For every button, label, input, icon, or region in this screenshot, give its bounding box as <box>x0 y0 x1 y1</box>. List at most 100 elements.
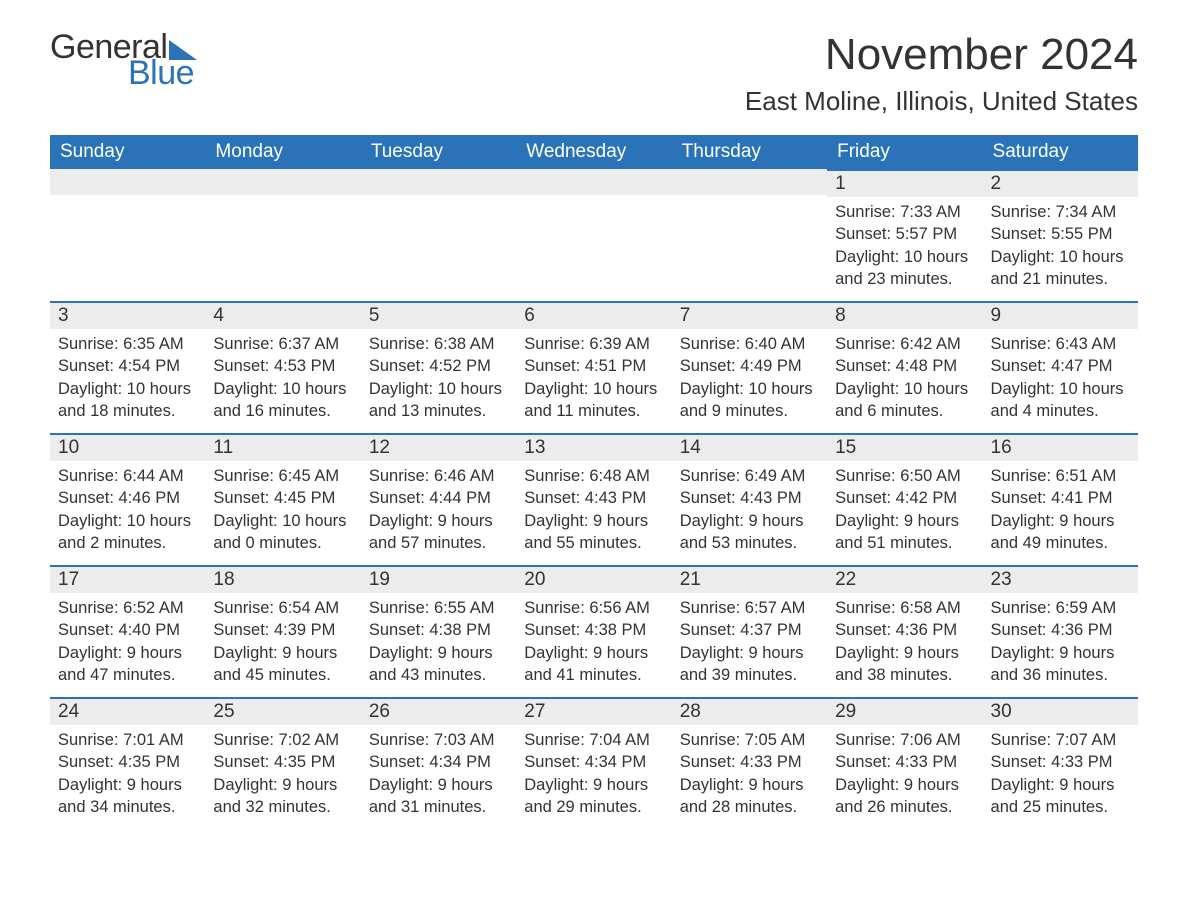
day-number: 30 <box>983 697 1138 725</box>
day-sunset: Sunset: 4:36 PM <box>835 619 974 641</box>
day-sunrise: Sunrise: 7:04 AM <box>524 729 663 751</box>
day-daylight: Daylight: 10 hours and 9 minutes. <box>680 378 819 423</box>
day-cell: 1Sunrise: 7:33 AMSunset: 5:57 PMDaylight… <box>827 169 982 301</box>
day-sunrise: Sunrise: 6:46 AM <box>369 465 508 487</box>
day-number: 28 <box>672 697 827 725</box>
calendar-body: 1Sunrise: 7:33 AMSunset: 5:57 PMDaylight… <box>50 169 1138 829</box>
day-cell: 17Sunrise: 6:52 AMSunset: 4:40 PMDayligh… <box>50 565 205 697</box>
weekday-header: Sunday <box>50 135 205 169</box>
day-sunrise: Sunrise: 6:56 AM <box>524 597 663 619</box>
day-sunrise: Sunrise: 6:51 AM <box>991 465 1130 487</box>
day-cell: 18Sunrise: 6:54 AMSunset: 4:39 PMDayligh… <box>205 565 360 697</box>
week-row: 3Sunrise: 6:35 AMSunset: 4:54 PMDaylight… <box>50 301 1138 433</box>
day-number: 22 <box>827 565 982 593</box>
weekday-header: Thursday <box>672 135 827 169</box>
day-daylight: Daylight: 9 hours and 36 minutes. <box>991 642 1130 687</box>
day-cell: 20Sunrise: 6:56 AMSunset: 4:38 PMDayligh… <box>516 565 671 697</box>
day-cell: 13Sunrise: 6:48 AMSunset: 4:43 PMDayligh… <box>516 433 671 565</box>
day-number: 19 <box>361 565 516 593</box>
day-sunrise: Sunrise: 6:52 AM <box>58 597 197 619</box>
day-daylight: Daylight: 9 hours and 43 minutes. <box>369 642 508 687</box>
day-number: 2 <box>983 169 1138 197</box>
day-sunset: Sunset: 4:37 PM <box>680 619 819 641</box>
day-sunrise: Sunrise: 6:43 AM <box>991 333 1130 355</box>
day-number: 13 <box>516 433 671 461</box>
day-cell: 12Sunrise: 6:46 AMSunset: 4:44 PMDayligh… <box>361 433 516 565</box>
day-sunrise: Sunrise: 6:50 AM <box>835 465 974 487</box>
week-row: 1Sunrise: 7:33 AMSunset: 5:57 PMDaylight… <box>50 169 1138 301</box>
day-daylight: Daylight: 10 hours and 21 minutes. <box>991 246 1130 291</box>
day-sunrise: Sunrise: 6:54 AM <box>213 597 352 619</box>
day-sunset: Sunset: 4:51 PM <box>524 355 663 377</box>
day-number: 8 <box>827 301 982 329</box>
day-cell <box>672 169 827 301</box>
day-daylight: Daylight: 10 hours and 0 minutes. <box>213 510 352 555</box>
day-daylight: Daylight: 9 hours and 26 minutes. <box>835 774 974 819</box>
day-cell: 9Sunrise: 6:43 AMSunset: 4:47 PMDaylight… <box>983 301 1138 433</box>
blank-day-strip <box>516 169 671 195</box>
day-daylight: Daylight: 9 hours and 57 minutes. <box>369 510 508 555</box>
day-sunrise: Sunrise: 6:40 AM <box>680 333 819 355</box>
day-info: Sunrise: 6:52 AMSunset: 4:40 PMDaylight:… <box>50 593 205 690</box>
day-info: Sunrise: 6:59 AMSunset: 4:36 PMDaylight:… <box>983 593 1138 690</box>
day-info: Sunrise: 7:02 AMSunset: 4:35 PMDaylight:… <box>205 725 360 822</box>
day-sunrise: Sunrise: 6:44 AM <box>58 465 197 487</box>
day-info: Sunrise: 6:37 AMSunset: 4:53 PMDaylight:… <box>205 329 360 426</box>
day-sunset: Sunset: 4:43 PM <box>680 487 819 509</box>
day-sunset: Sunset: 4:33 PM <box>835 751 974 773</box>
day-sunset: Sunset: 4:53 PM <box>213 355 352 377</box>
day-number: 5 <box>361 301 516 329</box>
day-daylight: Daylight: 9 hours and 38 minutes. <box>835 642 974 687</box>
week-row: 10Sunrise: 6:44 AMSunset: 4:46 PMDayligh… <box>50 433 1138 565</box>
day-sunrise: Sunrise: 6:35 AM <box>58 333 197 355</box>
day-cell <box>516 169 671 301</box>
day-cell: 7Sunrise: 6:40 AMSunset: 4:49 PMDaylight… <box>672 301 827 433</box>
day-number: 20 <box>516 565 671 593</box>
weekday-header: Saturday <box>983 135 1138 169</box>
day-info: Sunrise: 7:06 AMSunset: 4:33 PMDaylight:… <box>827 725 982 822</box>
day-number: 16 <box>983 433 1138 461</box>
blank-day-strip <box>361 169 516 195</box>
day-sunset: Sunset: 4:39 PM <box>213 619 352 641</box>
day-info: Sunrise: 6:50 AMSunset: 4:42 PMDaylight:… <box>827 461 982 558</box>
day-sunset: Sunset: 5:55 PM <box>991 223 1130 245</box>
day-cell: 8Sunrise: 6:42 AMSunset: 4:48 PMDaylight… <box>827 301 982 433</box>
day-sunrise: Sunrise: 6:39 AM <box>524 333 663 355</box>
day-sunset: Sunset: 4:38 PM <box>369 619 508 641</box>
location: East Moline, Illinois, United States <box>745 86 1138 117</box>
header: General Blue November 2024 East Moline, … <box>50 30 1138 127</box>
day-sunset: Sunset: 4:43 PM <box>524 487 663 509</box>
day-info: Sunrise: 6:48 AMSunset: 4:43 PMDaylight:… <box>516 461 671 558</box>
day-cell: 4Sunrise: 6:37 AMSunset: 4:53 PMDaylight… <box>205 301 360 433</box>
day-sunrise: Sunrise: 7:05 AM <box>680 729 819 751</box>
day-sunrise: Sunrise: 7:03 AM <box>369 729 508 751</box>
day-number: 25 <box>205 697 360 725</box>
day-daylight: Daylight: 10 hours and 23 minutes. <box>835 246 974 291</box>
day-sunset: Sunset: 4:41 PM <box>991 487 1130 509</box>
day-sunrise: Sunrise: 7:07 AM <box>991 729 1130 751</box>
day-sunrise: Sunrise: 7:06 AM <box>835 729 974 751</box>
day-sunset: Sunset: 4:45 PM <box>213 487 352 509</box>
day-cell: 19Sunrise: 6:55 AMSunset: 4:38 PMDayligh… <box>361 565 516 697</box>
day-number: 15 <box>827 433 982 461</box>
day-cell: 27Sunrise: 7:04 AMSunset: 4:34 PMDayligh… <box>516 697 671 829</box>
day-sunrise: Sunrise: 6:45 AM <box>213 465 352 487</box>
day-cell: 14Sunrise: 6:49 AMSunset: 4:43 PMDayligh… <box>672 433 827 565</box>
blank-day-strip <box>672 169 827 195</box>
day-daylight: Daylight: 9 hours and 51 minutes. <box>835 510 974 555</box>
day-sunset: Sunset: 4:48 PM <box>835 355 974 377</box>
day-info: Sunrise: 6:45 AMSunset: 4:45 PMDaylight:… <box>205 461 360 558</box>
day-info: Sunrise: 7:01 AMSunset: 4:35 PMDaylight:… <box>50 725 205 822</box>
day-sunrise: Sunrise: 7:01 AM <box>58 729 197 751</box>
day-cell: 16Sunrise: 6:51 AMSunset: 4:41 PMDayligh… <box>983 433 1138 565</box>
weekday-header: Tuesday <box>361 135 516 169</box>
day-daylight: Daylight: 10 hours and 18 minutes. <box>58 378 197 423</box>
day-sunrise: Sunrise: 6:49 AM <box>680 465 819 487</box>
day-cell: 30Sunrise: 7:07 AMSunset: 4:33 PMDayligh… <box>983 697 1138 829</box>
day-info: Sunrise: 6:43 AMSunset: 4:47 PMDaylight:… <box>983 329 1138 426</box>
day-number: 24 <box>50 697 205 725</box>
day-sunrise: Sunrise: 6:57 AM <box>680 597 819 619</box>
day-sunrise: Sunrise: 6:59 AM <box>991 597 1130 619</box>
day-cell: 2Sunrise: 7:34 AMSunset: 5:55 PMDaylight… <box>983 169 1138 301</box>
day-sunset: Sunset: 4:47 PM <box>991 355 1130 377</box>
